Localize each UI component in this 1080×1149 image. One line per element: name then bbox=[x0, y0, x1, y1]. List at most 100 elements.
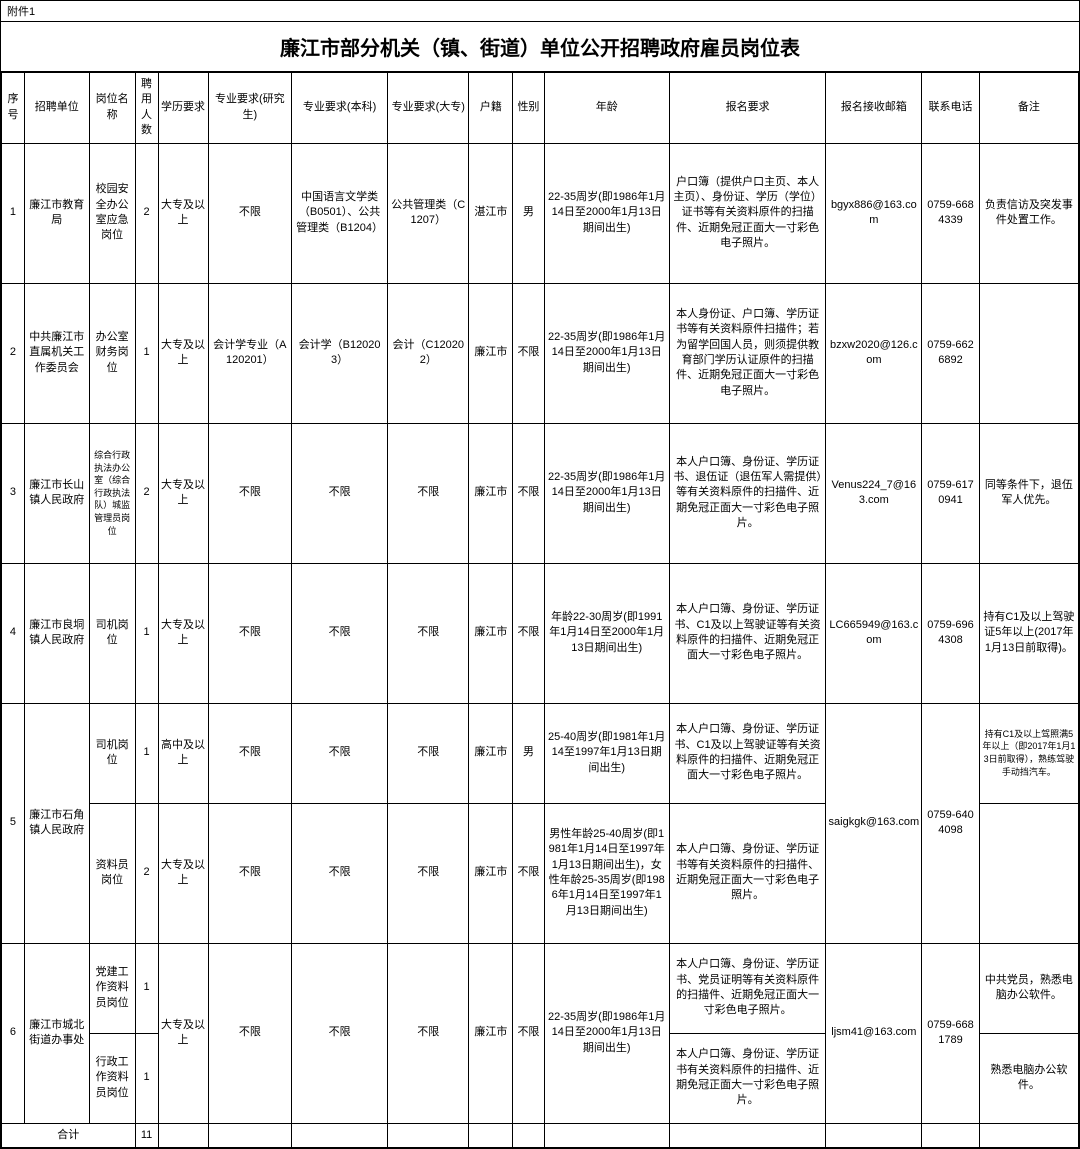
cell-residence: 廉江市 bbox=[469, 283, 513, 423]
cell-position: 司机岗位 bbox=[89, 563, 135, 703]
cell-major-g: 不限 bbox=[208, 803, 291, 943]
total-empty bbox=[979, 1123, 1078, 1147]
cell-remark bbox=[979, 803, 1078, 943]
cell-position: 资料员岗位 bbox=[89, 803, 135, 943]
cell-email: ljsm41@163.com bbox=[826, 943, 922, 1123]
cell-edu: 大专及以上 bbox=[158, 943, 208, 1123]
cell-phone: 0759-6684339 bbox=[922, 143, 979, 283]
total-row: 合计11 bbox=[2, 1123, 1079, 1147]
header-major-b: 专业要求(本科) bbox=[292, 73, 388, 144]
header-edu: 学历要求 bbox=[158, 73, 208, 144]
cell-gender: 男 bbox=[513, 143, 544, 283]
cell-major-b: 不限 bbox=[292, 943, 388, 1123]
cell-major-b: 不限 bbox=[292, 803, 388, 943]
total-empty bbox=[669, 1123, 826, 1147]
cell-major-c: 不限 bbox=[388, 703, 469, 803]
cell-major-g: 不限 bbox=[208, 703, 291, 803]
cell-residence: 廉江市 bbox=[469, 943, 513, 1123]
cell-age: 22-35周岁(即1986年1月14日至2000年1月13日期间出生) bbox=[544, 943, 669, 1123]
cell-gender: 不限 bbox=[513, 943, 544, 1123]
table-row: 2中共廉江市直属机关工作委员会办公室财务岗位1大专及以上会计学专业（A12020… bbox=[2, 283, 1079, 423]
cell-unit: 廉江市城北街道办事处 bbox=[24, 943, 89, 1123]
cell-remark bbox=[979, 283, 1078, 423]
cell-gender: 不限 bbox=[513, 803, 544, 943]
cell-age: 25-40周岁(即1981年1月14至1997年1月13日期间出生) bbox=[544, 703, 669, 803]
cell-remark: 中共党员，熟悉电脑办公软件。 bbox=[979, 943, 1078, 1033]
cell-edu: 大专及以上 bbox=[158, 803, 208, 943]
cell-edu: 大专及以上 bbox=[158, 143, 208, 283]
total-empty bbox=[158, 1123, 208, 1147]
cell-gender: 不限 bbox=[513, 563, 544, 703]
cell-unit: 廉江市长山镇人民政府 bbox=[24, 423, 89, 563]
header-major-g: 专业要求(研究生) bbox=[208, 73, 291, 144]
cell-seq: 5 bbox=[2, 703, 25, 943]
header-remark: 备注 bbox=[979, 73, 1078, 144]
cell-major-b: 不限 bbox=[292, 703, 388, 803]
total-count: 11 bbox=[135, 1123, 158, 1147]
cell-position: 综合行政执法办公室（综合行政执法队）城监管理员岗位 bbox=[89, 423, 135, 563]
cell-count: 1 bbox=[135, 703, 158, 803]
cell-seq: 3 bbox=[2, 423, 25, 563]
header-phone: 联系电话 bbox=[922, 73, 979, 144]
cell-count: 1 bbox=[135, 1033, 158, 1123]
total-empty bbox=[208, 1123, 291, 1147]
table-row: 5廉江市石角镇人民政府司机岗位1高中及以上不限不限不限廉江市男25-40周岁(即… bbox=[2, 703, 1079, 803]
cell-residence: 廉江市 bbox=[469, 803, 513, 943]
cell-seq: 6 bbox=[2, 943, 25, 1123]
cell-edu: 高中及以上 bbox=[158, 703, 208, 803]
header-position: 岗位名称 bbox=[89, 73, 135, 144]
cell-major-g: 不限 bbox=[208, 563, 291, 703]
total-empty bbox=[922, 1123, 979, 1147]
cell-position: 司机岗位 bbox=[89, 703, 135, 803]
cell-position: 校园安全办公室应急岗位 bbox=[89, 143, 135, 283]
cell-phone: 0759-6170941 bbox=[922, 423, 979, 563]
total-label: 合计 bbox=[2, 1123, 136, 1147]
cell-unit: 廉江市教育局 bbox=[24, 143, 89, 283]
cell-remark: 熟悉电脑办公软件。 bbox=[979, 1033, 1078, 1123]
cell-residence: 廉江市 bbox=[469, 563, 513, 703]
cell-edu: 大专及以上 bbox=[158, 283, 208, 423]
cell-count: 1 bbox=[135, 943, 158, 1033]
header-residence: 户籍 bbox=[469, 73, 513, 144]
total-empty bbox=[388, 1123, 469, 1147]
cell-major-c: 不限 bbox=[388, 423, 469, 563]
cell-major-c: 会计（C120202） bbox=[388, 283, 469, 423]
cell-apply: 本人户口簿、身份证、学历证书、退伍证（退伍军人需提供）等有关资料原件的扫描件、近… bbox=[669, 423, 826, 563]
cell-apply: 本人户口簿、身份证、学历证书、C1及以上驾驶证等有关资料原件的扫描件、近期免冠正… bbox=[669, 703, 826, 803]
cell-major-c: 不限 bbox=[388, 803, 469, 943]
cell-edu: 大专及以上 bbox=[158, 423, 208, 563]
cell-position: 办公室财务岗位 bbox=[89, 283, 135, 423]
cell-email: bzxw2020@126.com bbox=[826, 283, 922, 423]
cell-gender: 不限 bbox=[513, 283, 544, 423]
cell-age: 男性年龄25-40周岁(即1981年1月14日至1997年1月13日期间出生)，… bbox=[544, 803, 669, 943]
header-age: 年龄 bbox=[544, 73, 669, 144]
header-email: 报名接收邮箱 bbox=[826, 73, 922, 144]
cell-position: 党建工作资料员岗位 bbox=[89, 943, 135, 1033]
cell-seq: 4 bbox=[2, 563, 25, 703]
header-seq: 序号 bbox=[2, 73, 25, 144]
cell-seq: 1 bbox=[2, 143, 25, 283]
cell-email: Venus224_7@163.com bbox=[826, 423, 922, 563]
cell-remark: 持有C1及以上驾驶证5年以上(2017年1月13日前取得)。 bbox=[979, 563, 1078, 703]
total-empty bbox=[826, 1123, 922, 1147]
cell-major-b: 不限 bbox=[292, 423, 388, 563]
cell-count: 2 bbox=[135, 423, 158, 563]
attachment-label: 附件1 bbox=[1, 1, 1079, 22]
cell-email: saigkgk@163.com bbox=[826, 703, 922, 943]
cell-major-g: 会计学专业（A120201） bbox=[208, 283, 291, 423]
cell-age: 22-35周岁(即1986年1月14日至2000年1月13日期间出生) bbox=[544, 143, 669, 283]
cell-gender: 不限 bbox=[513, 423, 544, 563]
cell-residence: 廉江市 bbox=[469, 703, 513, 803]
header-gender: 性别 bbox=[513, 73, 544, 144]
cell-major-g: 不限 bbox=[208, 423, 291, 563]
total-empty bbox=[292, 1123, 388, 1147]
cell-remark: 同等条件下，退伍军人优先。 bbox=[979, 423, 1078, 563]
cell-apply: 本人身份证、户口簿、学历证书等有关资料原件扫描件；若为留学回国人员，则须提供教育… bbox=[669, 283, 826, 423]
total-empty bbox=[544, 1123, 669, 1147]
cell-gender: 男 bbox=[513, 703, 544, 803]
cell-major-g: 不限 bbox=[208, 143, 291, 283]
cell-age: 年龄22-30周岁(即1991年1月14日至2000年1月13日期间出生) bbox=[544, 563, 669, 703]
table-row: 1廉江市教育局校园安全办公室应急岗位2大专及以上不限中国语言文学类（B0501）… bbox=[2, 143, 1079, 283]
cell-count: 2 bbox=[135, 803, 158, 943]
cell-residence: 廉江市 bbox=[469, 423, 513, 563]
